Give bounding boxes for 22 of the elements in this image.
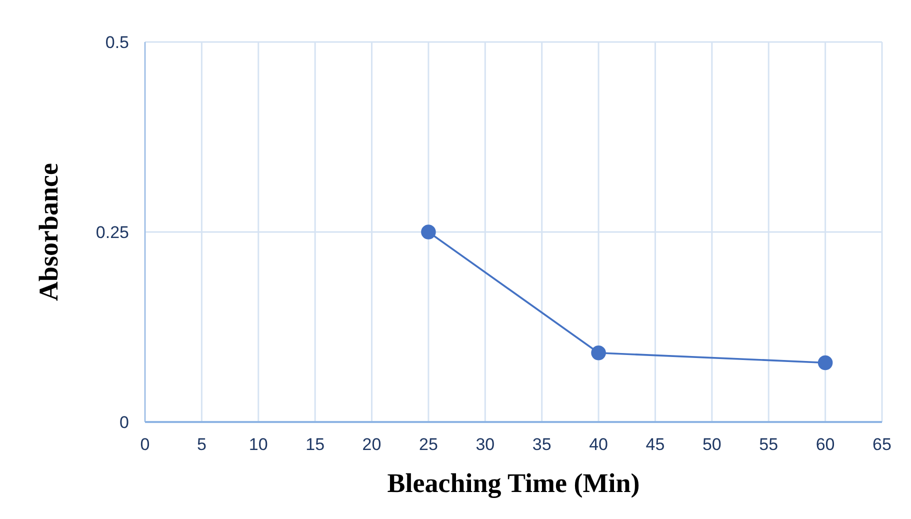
x-tick-label: 45 — [646, 435, 665, 454]
y-tick-label: 0.5 — [105, 33, 129, 52]
y-tick-label: 0.25 — [96, 223, 129, 242]
x-tick-label: 20 — [362, 435, 382, 454]
x-tick-label: 50 — [702, 435, 722, 454]
x-tick-label: 55 — [759, 435, 778, 454]
x-axis-title: Bleaching Time (Min) — [387, 468, 640, 498]
y-tick-label: 0 — [120, 413, 129, 432]
y-axis-title: Absorbance — [34, 162, 64, 302]
x-tick-label: 60 — [816, 435, 835, 454]
x-tick-label: 35 — [532, 435, 552, 454]
point — [818, 355, 833, 370]
x-tick-label: 15 — [306, 435, 325, 454]
x-tick-label: 25 — [419, 435, 438, 454]
x-tick-label: 10 — [248, 435, 268, 454]
x-tick-label: 0 — [140, 435, 150, 454]
x-tick-label: 5 — [196, 435, 206, 454]
point — [591, 345, 606, 360]
x-tick-label: 40 — [589, 435, 608, 454]
x-tick-label: 30 — [476, 435, 495, 454]
x-tick-label: 65 — [872, 435, 892, 454]
point — [421, 224, 436, 240]
